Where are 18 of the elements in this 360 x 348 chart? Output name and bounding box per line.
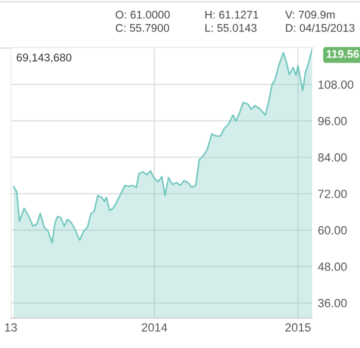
y-tick-label: 108.00 [318, 80, 354, 89]
x-tick-label: 13 [5, 323, 17, 332]
y-tick-label: 48.00 [318, 262, 347, 271]
text: V: 709.9m [285, 10, 335, 19]
text: D: 04/15/2013 [286, 24, 354, 32]
x-tick-label: 2014 [142, 323, 168, 332]
y-tick-label: 60.00 [318, 226, 347, 234]
text: H: 61.1271 [205, 10, 258, 19]
y-tick-label: 96.00 [318, 116, 347, 126]
y-tick-label: 36.00 [318, 298, 347, 308]
annotation: 69,143,680 [16, 54, 72, 63]
annotation: 119.56 [326, 50, 359, 58]
text: L: 55.0143 [205, 24, 257, 32]
text: O: 61.0000 [116, 10, 170, 19]
y-tick-label: 72.00 [318, 190, 347, 198]
text: C: 55.7900 [116, 24, 170, 32]
y-tick-label: 84.00 [318, 153, 347, 162]
x-tick-label: 2015 [285, 323, 311, 332]
